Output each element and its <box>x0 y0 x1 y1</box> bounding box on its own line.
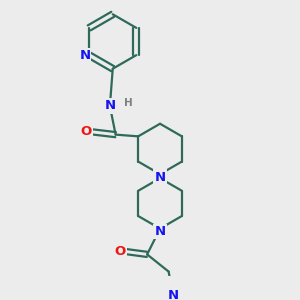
Text: N: N <box>154 225 166 238</box>
Text: N: N <box>79 49 90 62</box>
Text: N: N <box>154 170 166 184</box>
Text: O: O <box>80 125 92 138</box>
Text: N: N <box>104 100 116 112</box>
Text: H: H <box>124 98 133 107</box>
Text: O: O <box>115 245 126 258</box>
Text: N: N <box>167 289 178 300</box>
